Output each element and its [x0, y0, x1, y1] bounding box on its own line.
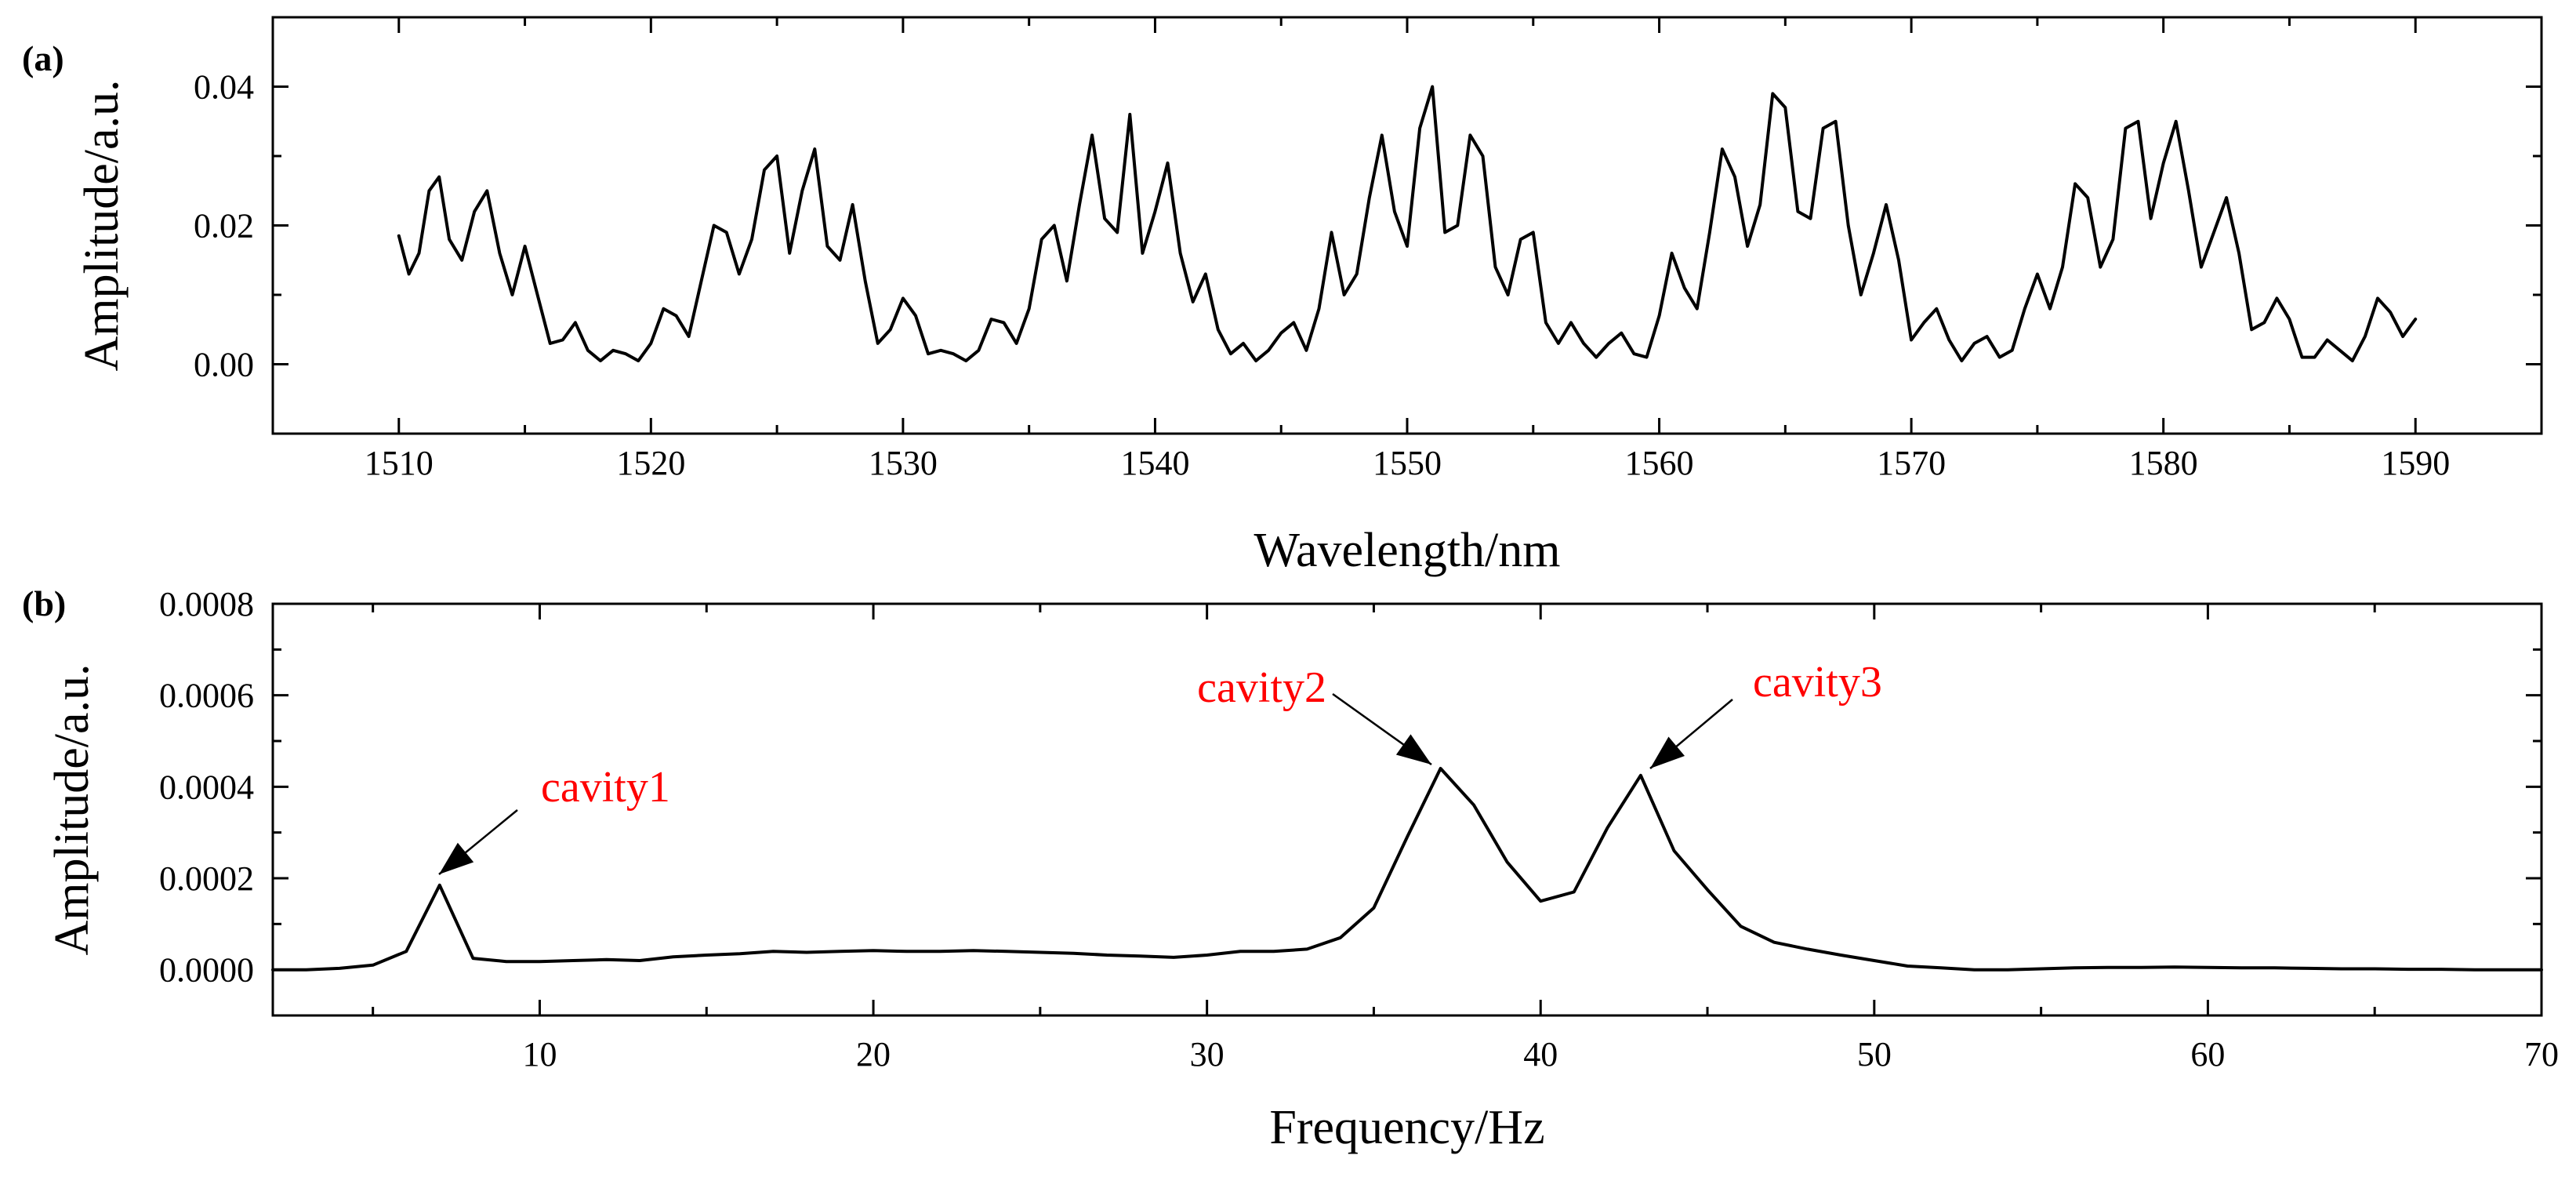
y-tick-label: 0.00: [194, 346, 254, 384]
x-axis-title: Wavelength/nm: [1254, 524, 1560, 577]
x-tick-label: 1570: [1877, 444, 1946, 482]
plot-frame: [271, 16, 2543, 435]
x-tick-label: 10: [522, 1035, 557, 1073]
y-axis-title: Amplitude/a.u.: [75, 80, 129, 372]
plot-frame: [271, 602, 2543, 1017]
annotation-label: cavity2: [1197, 663, 1326, 712]
series-line: [397, 85, 2418, 363]
x-tick-label: 70: [2524, 1035, 2559, 1073]
x-tick-label: 1540: [1120, 444, 1189, 482]
panel-label: (b): [22, 583, 66, 623]
y-tick-label: 0.02: [194, 207, 254, 245]
panel-a: 1510 1520 1530 1540 1550 1560 1570 1580 1590 0.00…: [22, 16, 2543, 577]
annotation-label: cavity1: [541, 763, 670, 812]
y-axis-title: Amplitude/a.u.: [45, 664, 99, 956]
panel-label: (a): [22, 38, 64, 78]
x-tick-label: 30: [1190, 1035, 1225, 1073]
annotation-label: cavity3: [1753, 658, 1882, 707]
panel-b: 10 20 30 40 50 60 70 0.0000 0.0002 0.0004 0.0006 0.…: [22, 583, 2559, 1154]
x-tick-label: 1550: [1373, 444, 1442, 482]
annotation-arrowhead: [1395, 734, 1431, 765]
x-tick-label: 60: [2190, 1035, 2225, 1073]
y-tick-label: 0.0008: [159, 585, 254, 623]
y-tick-label: 0.0006: [159, 677, 254, 715]
y-tick-label: 0.04: [194, 68, 254, 107]
y-tick-label: 0.0002: [159, 859, 254, 898]
annotation-arrowhead: [439, 842, 474, 874]
y-tick-label: 0.0004: [159, 768, 254, 806]
x-tick-label: 1510: [365, 444, 434, 482]
x-tick-label: 50: [1857, 1035, 1892, 1073]
x-tick-label: 1530: [869, 444, 938, 482]
x-axis-title: Frequency/Hz: [1269, 1101, 1544, 1154]
y-tick-label: 0.0000: [159, 951, 254, 990]
annotation-arrowhead: [1650, 736, 1685, 768]
x-tick-label: 1560: [1625, 444, 1694, 482]
series-line: [271, 767, 2543, 972]
x-tick-label: 1520: [616, 444, 685, 482]
x-tick-label: 1580: [2129, 444, 2198, 482]
x-tick-label: 20: [856, 1035, 891, 1073]
x-tick-label: 1590: [2381, 444, 2450, 482]
x-tick-label: 40: [1523, 1035, 1558, 1073]
